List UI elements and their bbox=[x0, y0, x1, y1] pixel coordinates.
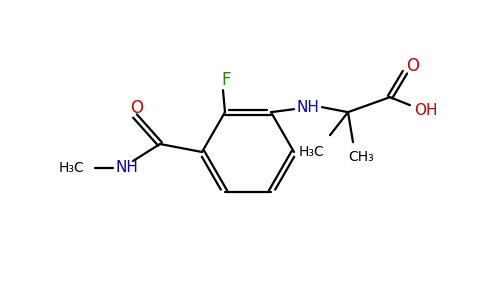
Text: CH₃: CH₃ bbox=[348, 150, 374, 164]
Text: H₃C: H₃C bbox=[59, 161, 85, 175]
Text: F: F bbox=[221, 71, 231, 89]
Text: NH: NH bbox=[116, 160, 138, 175]
Text: OH: OH bbox=[414, 103, 438, 118]
Text: O: O bbox=[131, 99, 143, 117]
Text: O: O bbox=[407, 57, 420, 75]
Text: NH: NH bbox=[297, 100, 319, 115]
Text: H₃C: H₃C bbox=[299, 145, 325, 159]
